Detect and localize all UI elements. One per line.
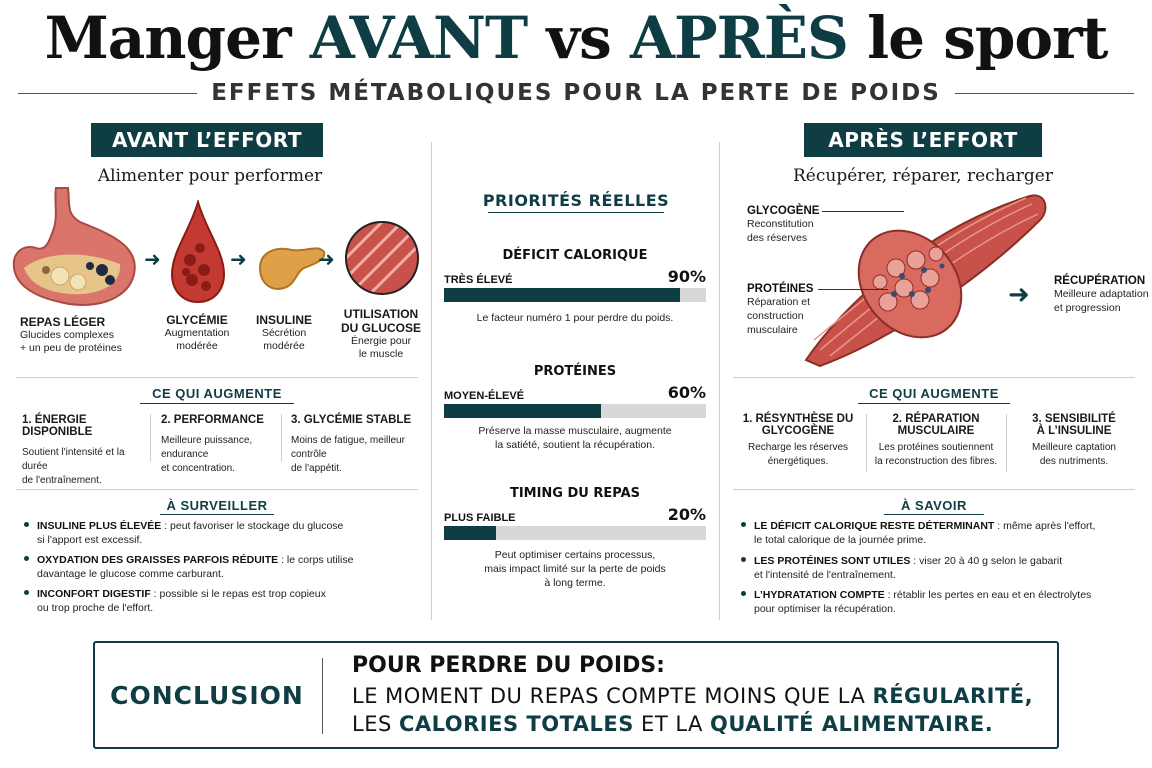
connector-line: [818, 289, 888, 290]
know-header: À SAVOIR: [901, 498, 967, 513]
conclusion-line-2: LES CALORIES TOTALES ET LA QUALITÉ ALIME…: [352, 712, 994, 736]
increase-item: 2. PERFORMANCE Meilleure puissance, endu…: [161, 414, 264, 474]
connector-line: [822, 211, 904, 212]
page-title: Manger AVANT vs APRÈS le sport: [44, 4, 1109, 72]
list-item: INCONFORT DIGESTIF : possible si le repa…: [24, 587, 424, 615]
label-recuperation: RÉCUPÉRATION Meilleure adaptation et pro…: [1054, 275, 1149, 314]
priority-bar-proteines: PROTÉINES MOYEN-ÉLEVÉ 60% Préserve la ma…: [444, 364, 706, 451]
separator: [1006, 414, 1007, 472]
separator: [733, 489, 1135, 490]
bar-track: [444, 404, 706, 418]
list-item: INSULINE PLUS ÉLEVÉE : peut favoriser le…: [24, 519, 424, 547]
underline: [884, 514, 984, 515]
conclusion-heading: POUR PERDRE DU POIDS:: [352, 653, 665, 678]
underline: [488, 212, 664, 213]
subtitle-rule-left: [18, 92, 198, 94]
tagline-avant: Alimenter pour performer: [97, 166, 323, 186]
banner-apres: APRÈS L’EFFORT: [804, 123, 1042, 157]
increase-header-apres: CE QUI AUGMENTE: [869, 386, 999, 401]
list-item: LES PROTÉINES SONT UTILES : viser 20 à 4…: [741, 554, 1146, 582]
bar-fill: [444, 404, 602, 418]
stage-glycemie: GLYCÉMIE Augmentation modérée: [164, 313, 230, 352]
banner-avant: AVANT L’EFFORT: [91, 123, 323, 157]
blood-drop-icon: [170, 200, 226, 304]
separator: [16, 489, 418, 490]
conclusion-separator: [322, 658, 323, 734]
conclusion-box: [93, 641, 1059, 749]
priorities-title: PRIORITÉS RÉELLES: [482, 191, 670, 210]
muscle-bundle-icon: [804, 194, 1047, 368]
list-item: LE DÉFICIT CALORIQUE RESTE DÉTERMINANT :…: [741, 519, 1146, 547]
stage-insuline: INSULINE Sécrétion modérée: [255, 313, 312, 352]
arrow-icon: ➜: [230, 247, 247, 271]
underline: [858, 403, 1010, 404]
separator: [16, 377, 418, 378]
separator: [866, 414, 867, 472]
list-item: L’HYDRATATION COMPTE : rétablir les pert…: [741, 588, 1146, 616]
increase-header-avant: CE QUI AUGMENTE: [152, 386, 282, 401]
watch-header: À SURVEILLER: [166, 498, 268, 513]
separator: [281, 414, 282, 462]
stage-repas: REPAS LÉGER Glucides complexes + un peu …: [20, 315, 122, 354]
subtitle-rule-right: [954, 92, 1135, 94]
page-subtitle: EFFETS MÉTABOLIQUES POUR LA PERTE DE POI…: [211, 80, 941, 106]
increase-item: 3. SENSIBILITÉ À L’INSULINE Meilleure ca…: [1032, 413, 1116, 467]
underline: [140, 403, 294, 404]
bar-fill: [444, 526, 497, 540]
conclusion-line-1: LE MOMENT DU REPAS COMPTE MOINS QUE LA R…: [352, 684, 1034, 708]
column-divider-right: [719, 142, 720, 620]
muscle-fiber-icon: [345, 221, 419, 295]
underline: [160, 514, 274, 515]
column-divider-left: [431, 142, 432, 620]
title-apres: APRÈS: [629, 4, 849, 72]
bar-track: [444, 288, 706, 302]
priority-bar-deficit: DÉFICIT CALORIQUE TRÈS ÉLEVÉ 90% Le fact…: [444, 248, 706, 324]
arrow-icon: ➜: [318, 247, 335, 271]
subtitle-row: EFFETS MÉTABOLIQUES POUR LA PERTE DE POI…: [18, 78, 1135, 108]
pancreas-icon: [258, 247, 326, 290]
separator: [733, 377, 1135, 378]
stage-glucose: UTILISATION DU GLUCOSE Énergie pour le m…: [340, 307, 421, 360]
title-avant: AVANT: [309, 4, 528, 72]
increase-item: 3. GLYCÉMIE STABLE Moins de fatigue, mei…: [291, 414, 412, 474]
label-proteines: PROTÉINES Réparation et construction mus…: [747, 283, 814, 336]
label-glycogene: GLYCOGÈNE Reconstitution des réserves: [747, 205, 820, 244]
arrow-icon: ➜: [1008, 280, 1030, 310]
list-item: OXYDATION DES GRAISSES PARFOIS RÉDUITE :…: [24, 553, 424, 581]
tagline-apres: Récupérer, réparer, recharger: [793, 166, 1053, 186]
increase-item: 1. RÉSYNTHÈSE DU GLYCOGÈNE Recharge les …: [742, 413, 854, 467]
bar-track: [444, 526, 706, 540]
priority-bar-timing: TIMING DU REPAS PLUS FAIBLE 20% Peut opt…: [444, 486, 706, 589]
arrow-icon: ➜: [144, 247, 161, 271]
increase-item: 2. RÉPARATION MUSCULAIRE Les protéines s…: [874, 413, 998, 467]
conclusion-label: CONCLUSION: [110, 680, 304, 710]
stomach-icon: [12, 187, 136, 306]
separator: [150, 414, 151, 462]
increase-item: 1. ÉNERGIE DISPONIBLE Soutient l'intensi…: [22, 414, 125, 486]
bar-fill: [444, 288, 680, 302]
